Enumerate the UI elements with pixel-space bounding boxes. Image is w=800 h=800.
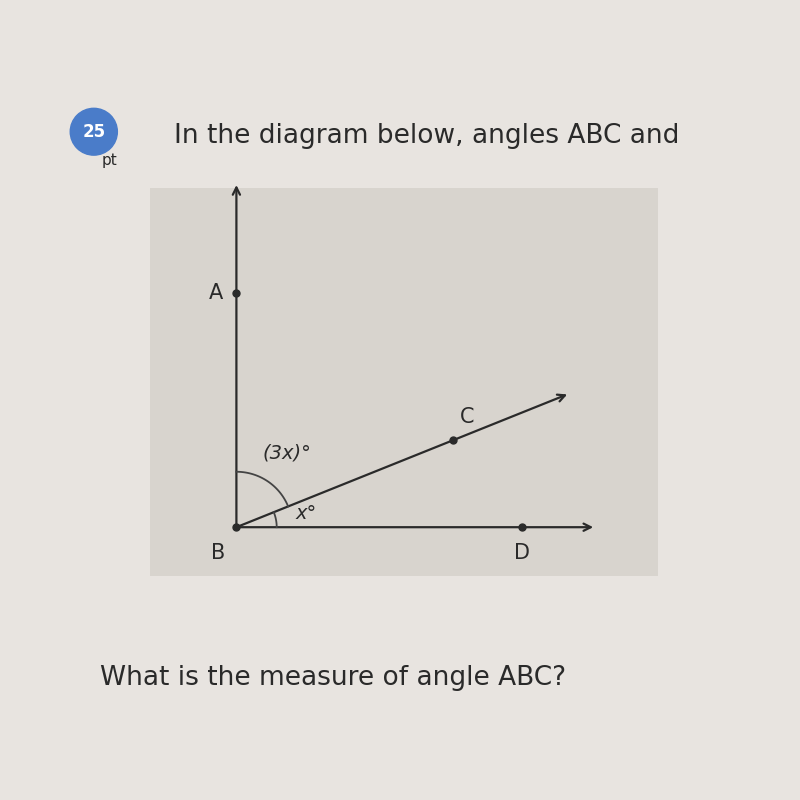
- Text: 25: 25: [82, 122, 106, 141]
- Text: C: C: [460, 406, 474, 426]
- Text: What is the measure of angle ABC?: What is the measure of angle ABC?: [100, 665, 566, 691]
- Text: In the diagram below, angles ABC and: In the diagram below, angles ABC and: [174, 123, 680, 149]
- Text: (3x)°: (3x)°: [262, 444, 311, 462]
- FancyBboxPatch shape: [150, 188, 658, 577]
- Text: D: D: [514, 543, 530, 563]
- Text: x°: x°: [296, 504, 317, 523]
- Text: A: A: [209, 283, 222, 303]
- Text: pt: pt: [102, 153, 117, 168]
- Circle shape: [70, 108, 118, 155]
- Text: B: B: [211, 543, 226, 563]
